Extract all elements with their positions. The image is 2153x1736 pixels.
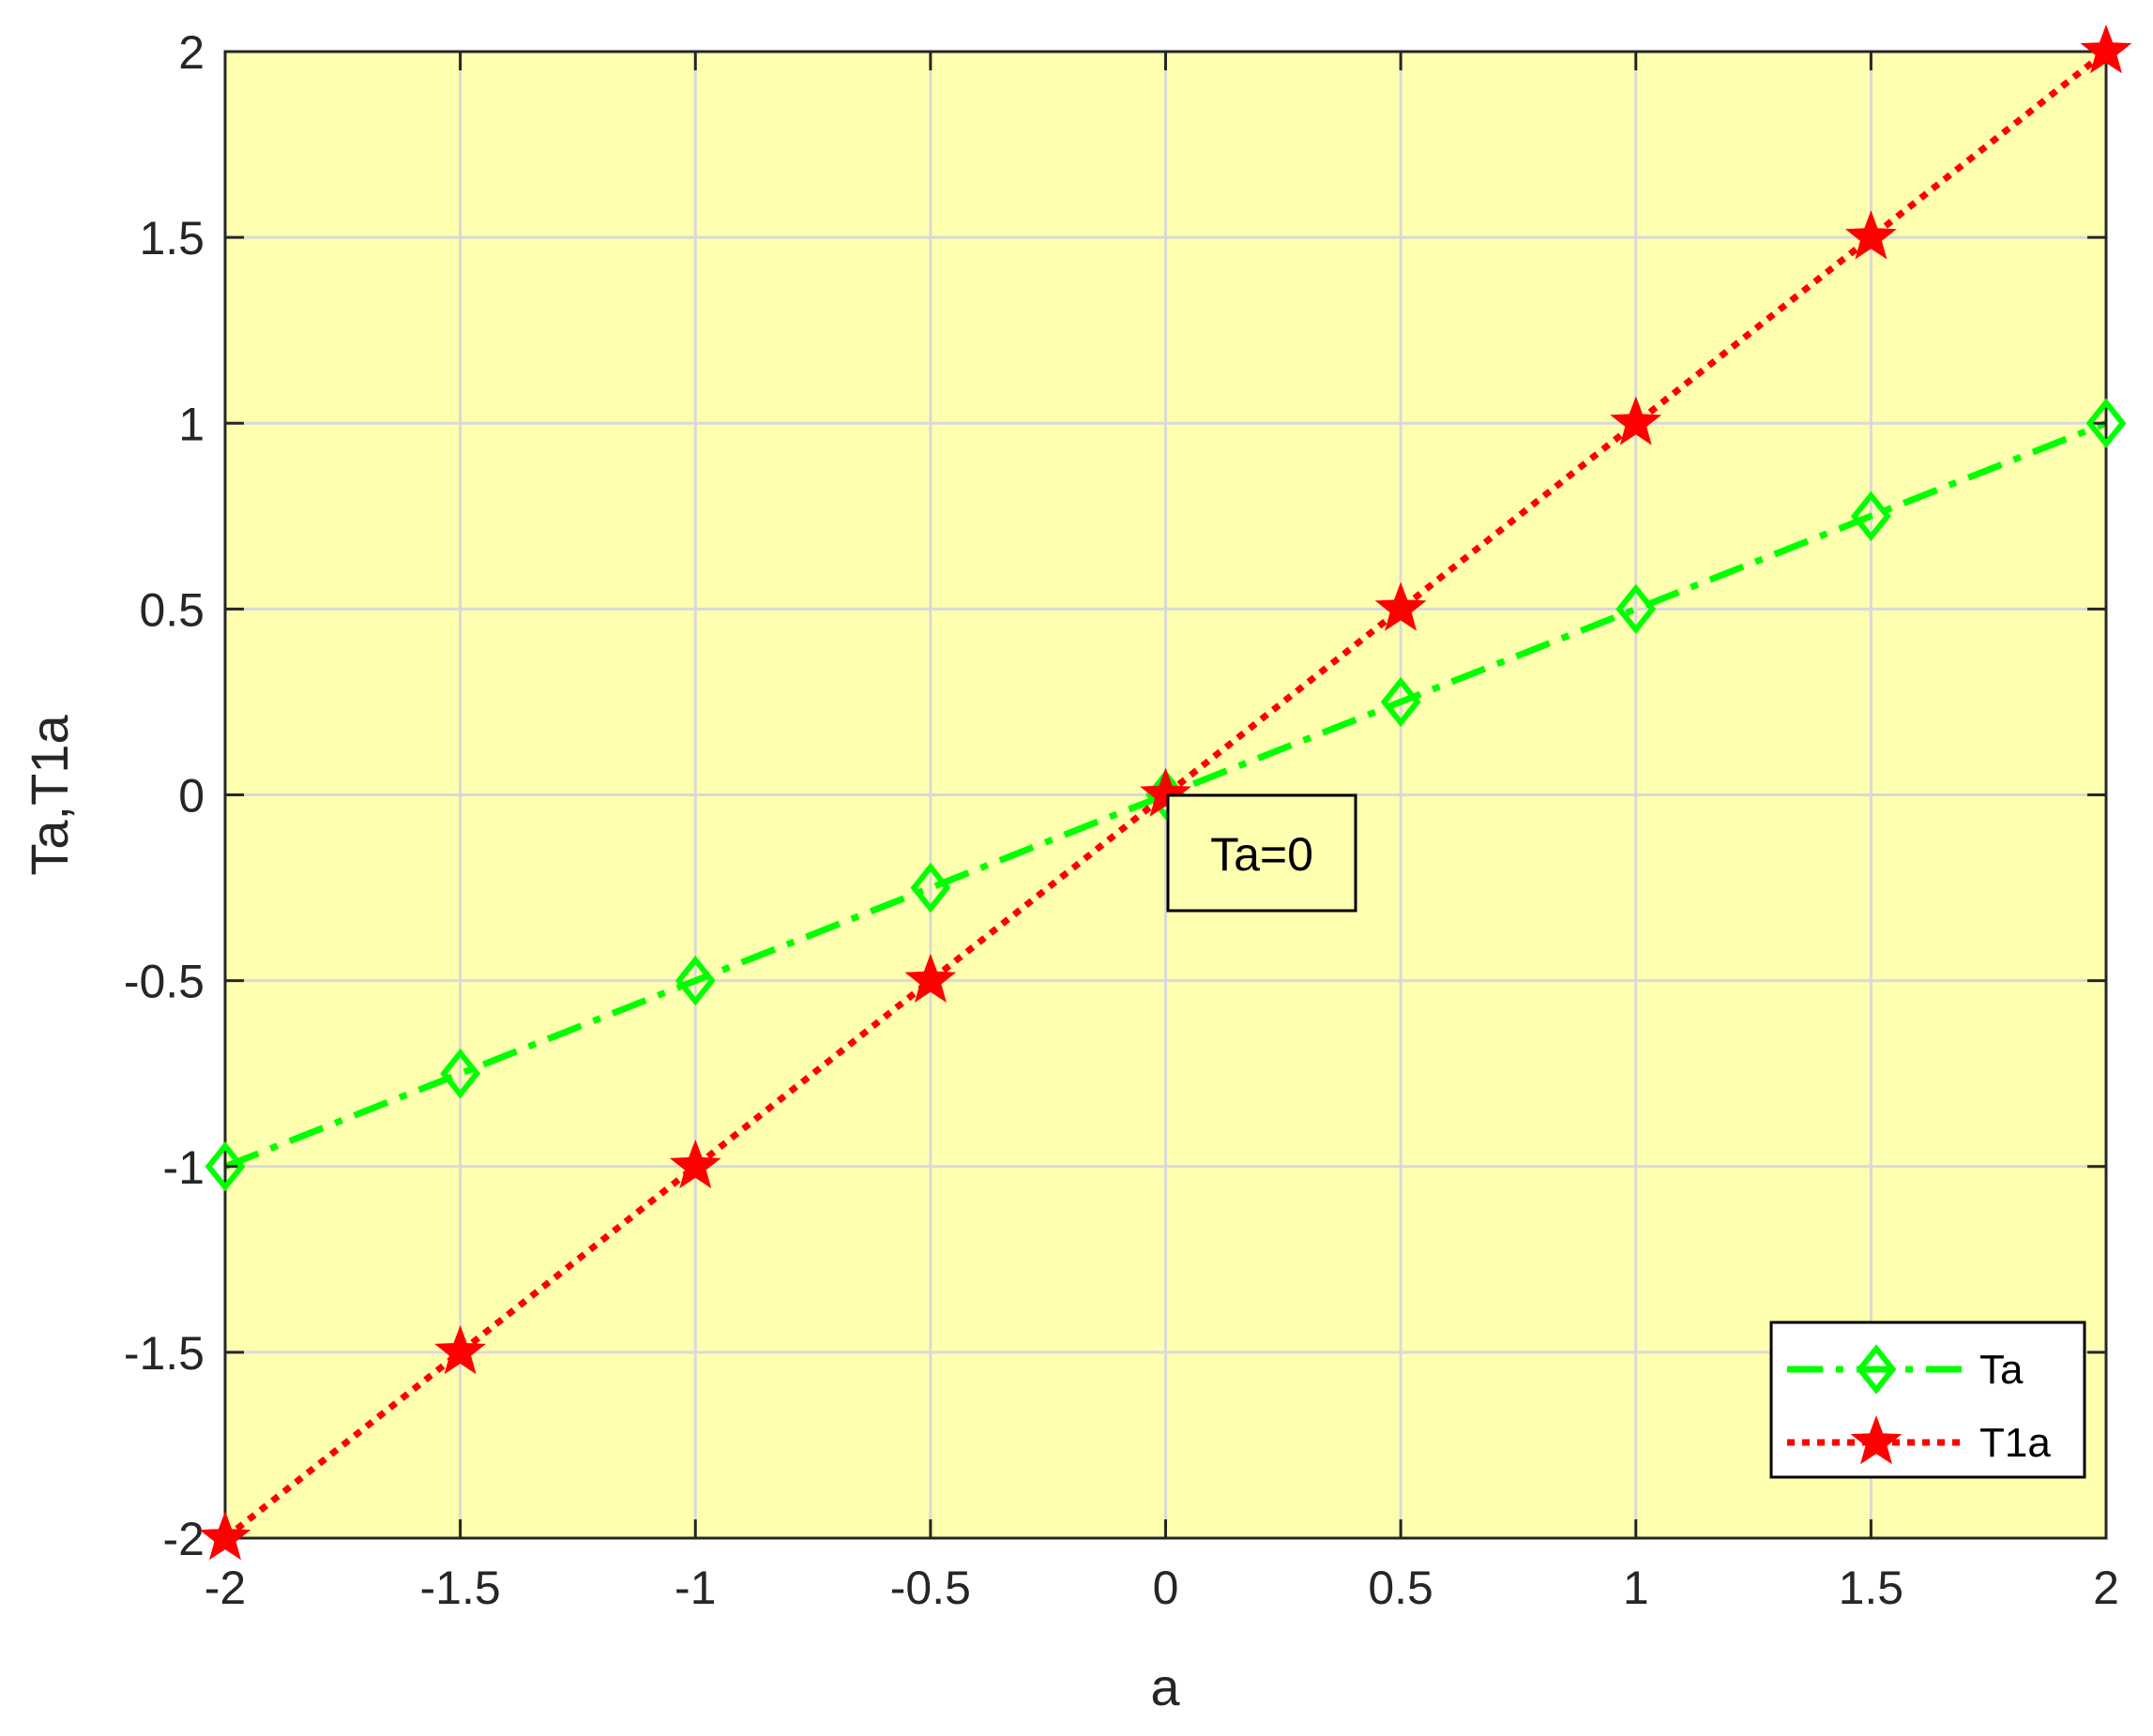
x-tick-label: 1 [1623, 1562, 1649, 1614]
data-point-t1a [1140, 767, 1191, 817]
legend-marker-t1a [1850, 1415, 1903, 1465]
y-tick-label: 2 [178, 26, 205, 79]
data-point-ta [1380, 676, 1421, 728]
data-point-ta [2085, 398, 2127, 449]
data-point-t1a [669, 1139, 721, 1189]
series-line-ta [223, 420, 2108, 1170]
y-tick-label: -1 [163, 1141, 205, 1194]
y-tick-label: -2 [163, 1513, 205, 1565]
y-axis-label: Ta,T1a [20, 715, 79, 876]
legend-label-t1a: T1a [1979, 1420, 2051, 1466]
x-tick-label: -2 [205, 1562, 246, 1614]
data-point-ta [205, 1140, 246, 1192]
data-point-t1a [199, 1511, 251, 1561]
series-line-t1a [222, 49, 2109, 1541]
y-tick-label: 0 [178, 770, 205, 823]
series-markers [199, 24, 2132, 1561]
data-point-ta [1615, 583, 1657, 635]
x-tick-label: 0 [1153, 1562, 1179, 1614]
annotation-box [1166, 793, 1357, 913]
legend-label-ta: Ta [1979, 1347, 2024, 1393]
x-tick-label: -1 [675, 1562, 716, 1614]
data-point-ta [1850, 491, 1891, 542]
data-point-t1a [1610, 396, 1662, 445]
data-point-ta [910, 862, 951, 913]
y-tick-label: -1.5 [124, 1327, 205, 1380]
data-point-t1a [434, 1325, 487, 1375]
x-tick-label: 2 [2093, 1562, 2119, 1614]
y-tick-label: 1.5 [139, 212, 205, 264]
axis-ticks: -2 -1.5 -1 -0.5 0 0.5 1 1.5 2 -2 -1.5 -1 -0.5 0 0.5 1 1.… [124, 26, 2119, 1614]
y-tick-label: -0.5 [124, 956, 205, 1008]
data-point-ta [440, 1048, 481, 1099]
series-lines [222, 49, 2109, 1541]
x-axis-label: a [1150, 1657, 1180, 1716]
y-tick-label: 1 [178, 398, 205, 450]
data-point-t1a [1844, 210, 1897, 260]
data-point-t1a [904, 953, 957, 1004]
legend-entries [1787, 1344, 1965, 1465]
x-tick-label: -0.5 [890, 1562, 971, 1614]
annotation-text: Ta=0 [1210, 828, 1313, 881]
data-point-t1a [1374, 581, 1427, 631]
y-tick-label: 0.5 [139, 583, 205, 636]
data-point-ta [675, 955, 716, 1006]
legend-marker-ta [1856, 1344, 1897, 1395]
legend: Ta T1a [1769, 1321, 2086, 1479]
x-tick-label: 1.5 [1839, 1562, 1904, 1614]
x-tick-label: 0.5 [1368, 1562, 1433, 1614]
legend-box [1769, 1321, 2086, 1479]
data-point-t1a [2080, 24, 2132, 74]
x-tick-label: -1.5 [420, 1562, 501, 1614]
annotation: Ta=0 [1166, 793, 1357, 913]
